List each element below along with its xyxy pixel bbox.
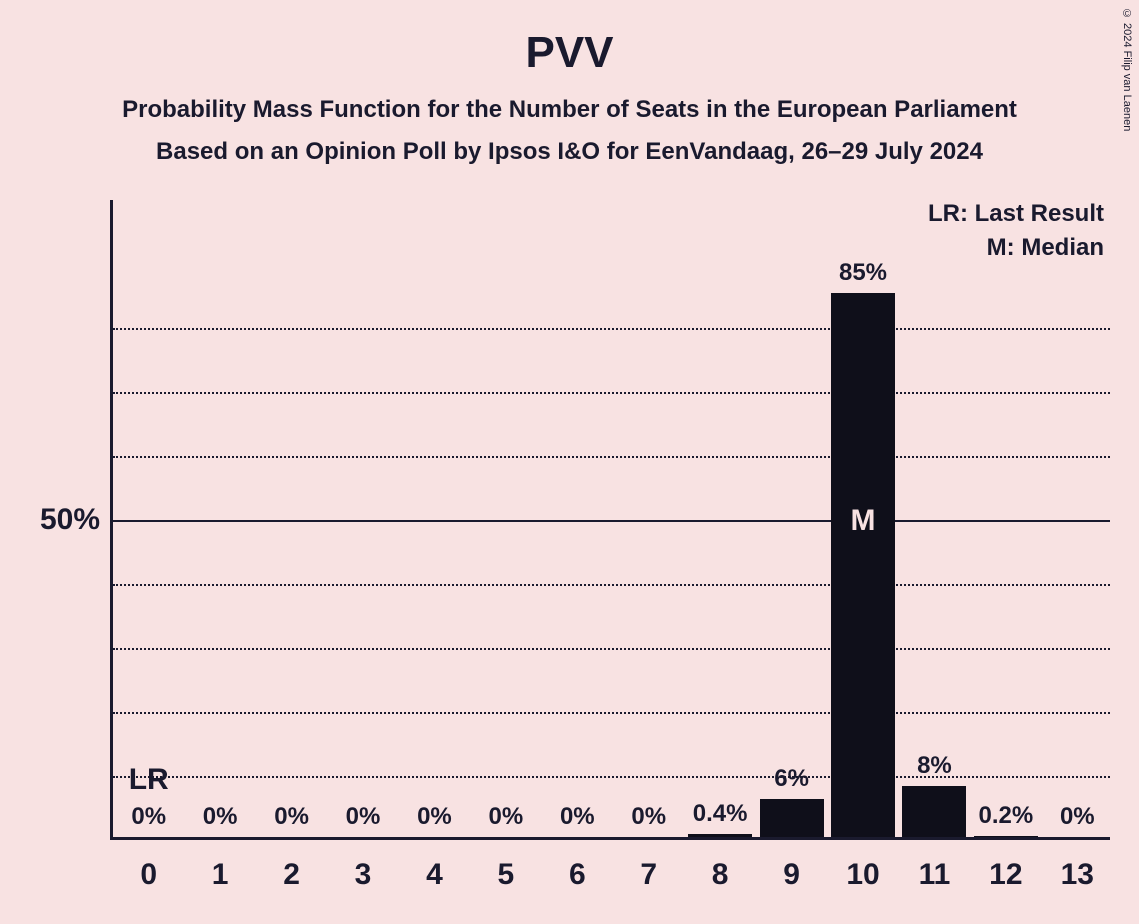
lr-marker: LR	[129, 763, 169, 797]
bar-value-label: 0%	[417, 803, 452, 831]
x-tick-label: 5	[498, 858, 515, 892]
x-tick-label: 1	[212, 858, 229, 892]
bar-value-label: 0%	[631, 803, 666, 831]
bar-value-label: 6%	[774, 765, 809, 793]
bar-value-label: 0%	[346, 803, 381, 831]
x-tick-label: 4	[426, 858, 443, 892]
bar	[902, 786, 966, 837]
plot-region: LR: Last Result M: Median 0%0LR0%10%20%3…	[110, 200, 1110, 840]
copyright-text: © 2024 Filip van Laenen	[1121, 8, 1133, 131]
legend: LR: Last Result M: Median	[928, 200, 1104, 268]
bar-value-label: 0%	[489, 803, 524, 831]
bar	[688, 834, 752, 837]
chart-title: PVV	[0, 0, 1139, 78]
bar-value-label: 0%	[274, 803, 309, 831]
gridline	[113, 328, 1110, 330]
bar-value-label: 0.2%	[978, 802, 1033, 830]
x-tick-label: 6	[569, 858, 586, 892]
bar-value-label: 0%	[1060, 803, 1095, 831]
x-tick-label: 3	[355, 858, 372, 892]
bar	[760, 799, 824, 837]
y-axis-label: 50%	[40, 503, 100, 537]
x-tick-label: 7	[640, 858, 657, 892]
legend-lr: LR: Last Result	[928, 200, 1104, 228]
x-tick-label: 8	[712, 858, 729, 892]
gridline	[113, 392, 1110, 394]
legend-m: M: Median	[928, 234, 1104, 262]
bar-value-label: 0%	[131, 803, 166, 831]
gridline	[113, 456, 1110, 458]
x-tick-label: 10	[846, 858, 879, 892]
bar-value-label: 85%	[839, 259, 887, 287]
gridline	[113, 648, 1110, 650]
gridline	[113, 776, 1110, 778]
bar-value-label: 0.4%	[693, 800, 748, 828]
gridline	[113, 712, 1110, 714]
x-tick-label: 13	[1061, 858, 1094, 892]
x-tick-label: 9	[783, 858, 800, 892]
gridline	[113, 584, 1110, 586]
bar	[831, 293, 895, 837]
median-marker: M	[851, 504, 876, 538]
gridline	[113, 520, 1110, 522]
bar-value-label: 8%	[917, 752, 952, 780]
x-tick-label: 12	[989, 858, 1022, 892]
bar-value-label: 0%	[203, 803, 238, 831]
chart-area: LR: Last Result M: Median 0%0LR0%10%20%3…	[110, 200, 1110, 840]
x-tick-label: 2	[283, 858, 300, 892]
chart-subtitle-2: Based on an Opinion Poll by Ipsos I&O fo…	[0, 138, 1139, 166]
bar	[974, 836, 1038, 837]
x-tick-label: 11	[919, 858, 951, 892]
chart-subtitle-1: Probability Mass Function for the Number…	[0, 96, 1139, 124]
bar-value-label: 0%	[560, 803, 595, 831]
x-tick-label: 0	[140, 858, 157, 892]
